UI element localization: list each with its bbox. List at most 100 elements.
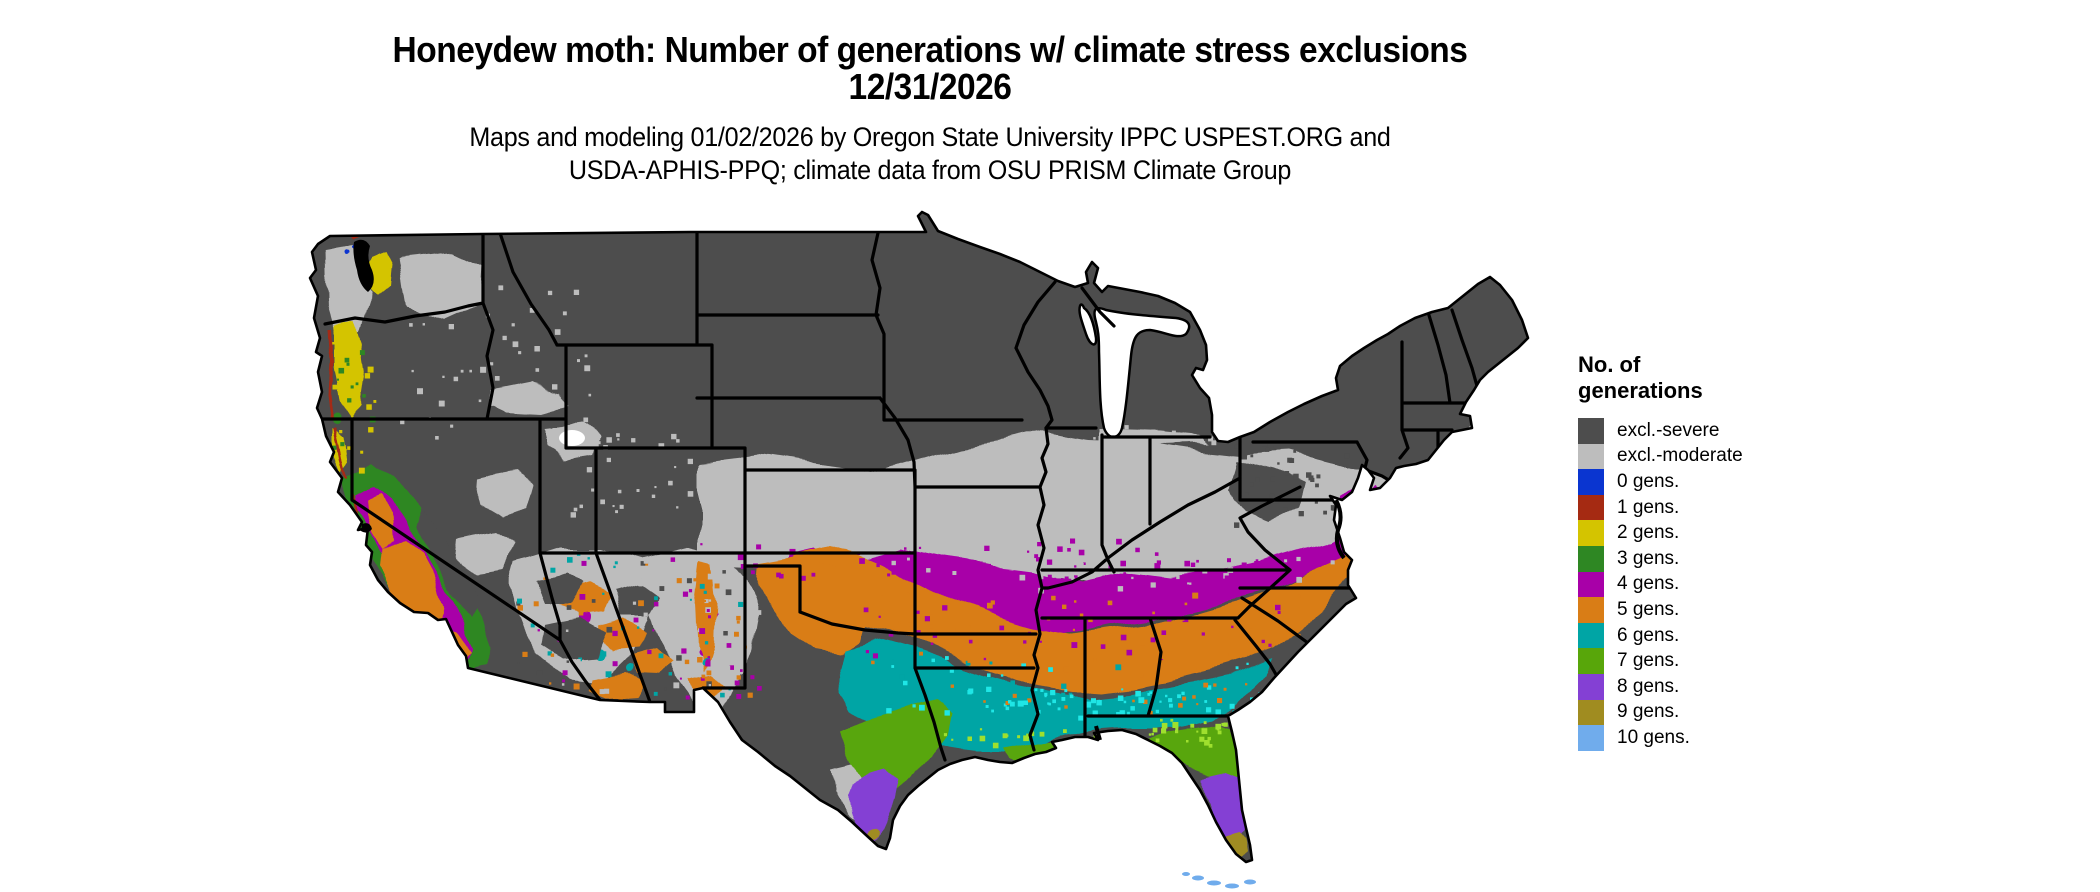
speckle: [699, 628, 706, 634]
legend-row-moderate: excl.-moderate: [1578, 443, 1743, 470]
lake-michigan: [1093, 306, 1191, 439]
legend-title-line1: No. of: [1578, 352, 1641, 377]
speckle: [976, 553, 982, 559]
speckle: [1023, 640, 1027, 644]
speckle: [703, 590, 707, 594]
speckle: [368, 427, 374, 433]
speckle: [881, 593, 884, 596]
speckle: [1232, 726, 1236, 730]
speckle: [1277, 462, 1280, 465]
speckle: [1221, 722, 1225, 727]
speckle: [1133, 737, 1137, 740]
speckle: [1028, 619, 1032, 623]
speckle: [1316, 474, 1321, 479]
speckle: [1120, 560, 1126, 567]
speckle: [1250, 482, 1254, 487]
speckle: [917, 544, 920, 547]
speckle: [1061, 692, 1066, 697]
speckle: [1150, 582, 1156, 588]
speckle: [1078, 549, 1085, 556]
band-8-gens: [848, 768, 1247, 846]
speckle: [1285, 471, 1290, 476]
speckle: [1323, 510, 1327, 515]
speckle: [597, 441, 601, 445]
speckle: [1181, 691, 1185, 695]
speckle: [491, 403, 494, 406]
speckle: [811, 572, 816, 577]
speckle: [887, 573, 891, 577]
speckle: [460, 369, 464, 373]
speckle: [1107, 600, 1113, 606]
speckle: [711, 666, 717, 671]
speckle: [1072, 628, 1075, 631]
speckle: [904, 547, 907, 550]
speckle: [950, 684, 954, 688]
speckle: [1024, 543, 1031, 549]
legend-row-gen9: 9 gens.: [1578, 699, 1743, 726]
speckle: [520, 689, 525, 695]
legend-row-gen2: 2 gens.: [1578, 520, 1743, 546]
speckle: [1080, 562, 1084, 567]
speckle: [1261, 699, 1265, 702]
speckle: [1331, 551, 1334, 554]
speckle: [1160, 718, 1163, 722]
speckle: [722, 570, 726, 574]
speckle: [643, 612, 648, 617]
speckle: [517, 605, 523, 611]
speckle: [636, 626, 640, 629]
speckle: [1074, 565, 1077, 568]
speckle: [929, 624, 934, 629]
speckle: [1293, 473, 1299, 480]
speckle: [1176, 575, 1180, 580]
speckle: [517, 598, 522, 604]
speckle: [1040, 688, 1044, 692]
speckle: [478, 399, 482, 403]
speckle: [567, 557, 573, 563]
speckle: [547, 651, 552, 656]
legend-title-line2: generations: [1578, 378, 1703, 403]
speckle: [1315, 483, 1319, 488]
legend-label: 1 gens.: [1617, 496, 1680, 518]
speckle: [561, 683, 565, 686]
speckle: [1187, 582, 1190, 585]
speckle: [529, 405, 533, 410]
speckle: [979, 735, 986, 742]
speckle: [1155, 709, 1159, 714]
speckle: [643, 559, 649, 564]
speckle: [1005, 701, 1010, 705]
speckle: [438, 400, 445, 407]
speckle: [586, 467, 593, 473]
speckle: [578, 610, 584, 616]
speckle: [502, 335, 507, 341]
speckle: [1304, 567, 1308, 571]
speckle: [1155, 738, 1160, 743]
speckle: [1156, 560, 1161, 565]
speckle: [926, 568, 931, 573]
speckle: [1171, 430, 1176, 435]
speckle: [915, 624, 919, 628]
speckle: [587, 557, 590, 560]
speckle: [671, 433, 677, 440]
speckle: [1036, 557, 1041, 562]
speckle: [673, 682, 680, 689]
speckle: [1006, 734, 1009, 737]
speckle: [1120, 634, 1127, 641]
speckle: [1044, 692, 1048, 696]
legend-label: excl.-severe: [1617, 419, 1720, 441]
speckle: [1175, 730, 1179, 734]
speckle: [568, 663, 571, 666]
speckle: [871, 660, 875, 665]
speckle: [1079, 613, 1084, 617]
speckle: [698, 699, 702, 703]
speckle: [1115, 664, 1122, 671]
speckle: [1183, 436, 1188, 442]
speckle: [899, 674, 905, 679]
speckle: [1037, 542, 1042, 547]
speckle: [1135, 547, 1140, 553]
speckle: [512, 341, 519, 348]
speckle: [919, 704, 925, 711]
speckle: [602, 592, 605, 595]
speckle: [552, 384, 558, 390]
